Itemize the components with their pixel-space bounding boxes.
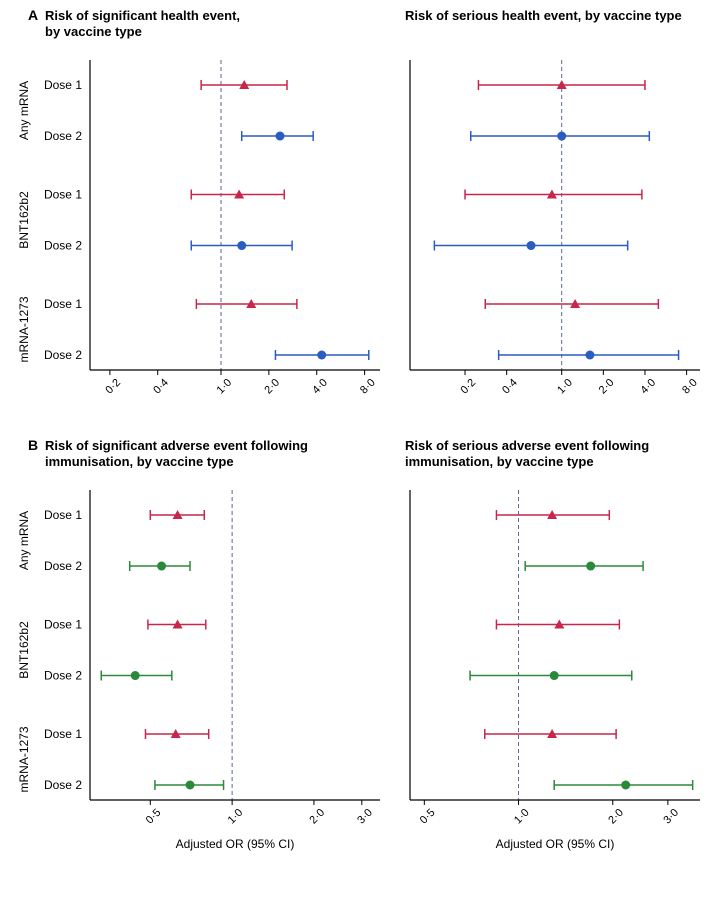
panel-title: Risk of serious health event, by vaccine… [405,8,682,23]
circle-marker [157,562,166,571]
circle-marker [586,562,595,571]
group-label: BNT162b2 [17,621,31,679]
dose-label: Dose 1 [44,297,82,311]
circle-marker [550,671,559,680]
circle-marker [557,132,566,141]
dose-label: Dose 2 [44,129,82,143]
group-label: mRNA-1273 [17,726,31,792]
dose-label: Dose 1 [44,508,82,522]
circle-marker [186,781,195,790]
panel-letter: A [28,7,38,23]
forest-plot-figure: 0·20·41·02·04·08·0Dose 1Dose 2Dose 1Dose… [0,0,712,911]
panel-title: Risk of significant health event, [45,8,240,23]
circle-marker [585,351,594,360]
dose-label: Dose 2 [44,669,82,683]
dose-label: Dose 1 [44,187,82,201]
panel-title: immunisation, by vaccine type [45,454,234,469]
group-label: BNT162b2 [17,191,31,249]
x-axis-label: Adjusted OR (95% CI) [496,837,615,851]
circle-marker [527,241,536,250]
group-label: mRNA-1273 [17,296,31,362]
panel-title: by vaccine type [45,24,142,39]
dose-label: Dose 2 [44,559,82,573]
dose-label: Dose 1 [44,727,82,741]
panel-title: Risk of significant adverse event follow… [45,438,308,453]
dose-label: Dose 1 [44,617,82,631]
dose-label: Dose 2 [44,348,82,362]
group-label: Any mRNA [17,511,31,570]
dose-label: Dose 1 [44,78,82,92]
circle-marker [621,781,630,790]
circle-marker [276,132,285,141]
dose-label: Dose 2 [44,778,82,792]
panel-title: Risk of serious adverse event following [405,438,649,453]
x-axis-label: Adjusted OR (95% CI) [176,837,295,851]
panel-title: immunisation, by vaccine type [405,454,594,469]
circle-marker [317,351,326,360]
circle-marker [131,671,140,680]
dose-label: Dose 2 [44,239,82,253]
panel-letter: B [28,437,38,453]
group-label: Any mRNA [17,81,31,140]
circle-marker [237,241,246,250]
